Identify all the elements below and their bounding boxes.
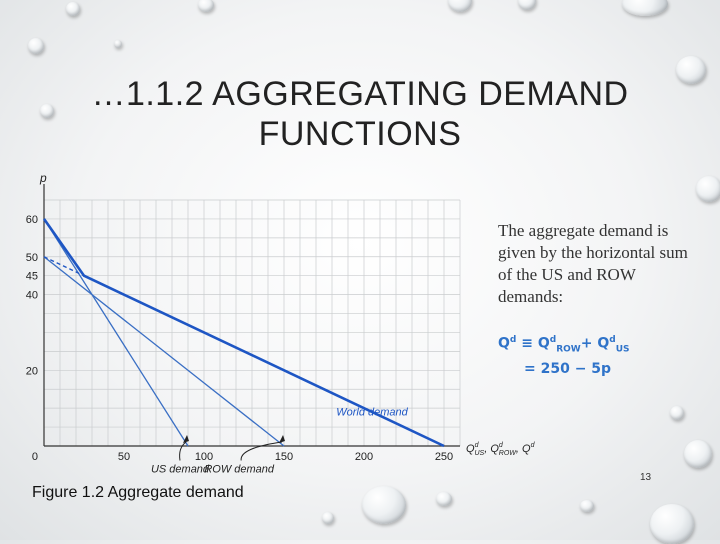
water-drop [40,104,54,118]
slide-title-line2: FUNCTIONS [258,115,462,153]
water-drop [696,176,720,202]
water-drop [436,492,452,506]
us-demand-arrow [179,441,187,461]
row-demand-arrow [240,441,283,461]
water-drop [622,0,668,16]
row-demand-arrow-head [279,435,285,443]
x-tick-label: 0 [32,451,38,463]
x-tick-label: 150 [275,451,293,463]
slide-title: …1.1.2 AGGREGATING DEMAND FUNCTIONS [40,74,680,154]
aggregate-demand-formula: Qd ≡ QdROW+ QdUS = 250 − 5p [498,330,698,379]
water-drop [66,2,80,16]
water-drop [650,504,694,544]
world-demand-label: World demand [336,407,408,419]
x-tick-label: 250 [435,451,453,463]
water-drop [28,38,44,54]
y-tick-label: 45 [26,271,38,283]
us-demand-line [43,218,189,447]
world-demand-line [42,218,445,448]
y-tick-label: 20 [26,365,38,377]
water-drop [198,0,214,12]
water-drop [114,40,122,48]
slide-title-line1: …1.1.2 AGGREGATING DEMAND [91,75,629,113]
x-tick-label: 200 [355,451,373,463]
y-axis-label: p [39,171,47,185]
row-demand-line [43,256,285,447]
row-demand-label: ROW demand [204,463,275,475]
y-tick-label: 40 [26,290,38,302]
y-tick-label: 60 [26,214,38,226]
formula-line2: = 250 − 5p [524,361,612,378]
us-demand-arrow-head [183,435,189,443]
x-tick-label: 100 [195,451,213,463]
page-number: 13 [640,472,652,483]
aggregate-demand-chart: p 20 40 45 50 60 0 50 100 150 200 250 Qd US, Qd ROW, Q… [26,171,536,475]
water-drop [448,0,472,12]
formula-line1: Qd ≡ QdROW+ QdUS [498,335,630,355]
extension-line [43,256,85,277]
water-drop [518,0,536,10]
water-drop [322,512,334,524]
water-drop [676,56,706,84]
water-drop [362,486,406,524]
water-drop [580,500,594,512]
y-tick-label: 50 [26,252,38,264]
figure-caption: Figure 1.2 Aggregate demand [32,484,244,501]
water-drop [684,440,712,468]
us-demand-label: US demand [151,463,210,475]
aggregate-demand-note: The aggregate demand is given by the hor… [498,221,688,306]
water-drop [670,406,684,420]
x-axis-label: Qd US, Qd ROW, Qd [466,442,536,457]
x-tick-label: 50 [118,451,130,463]
